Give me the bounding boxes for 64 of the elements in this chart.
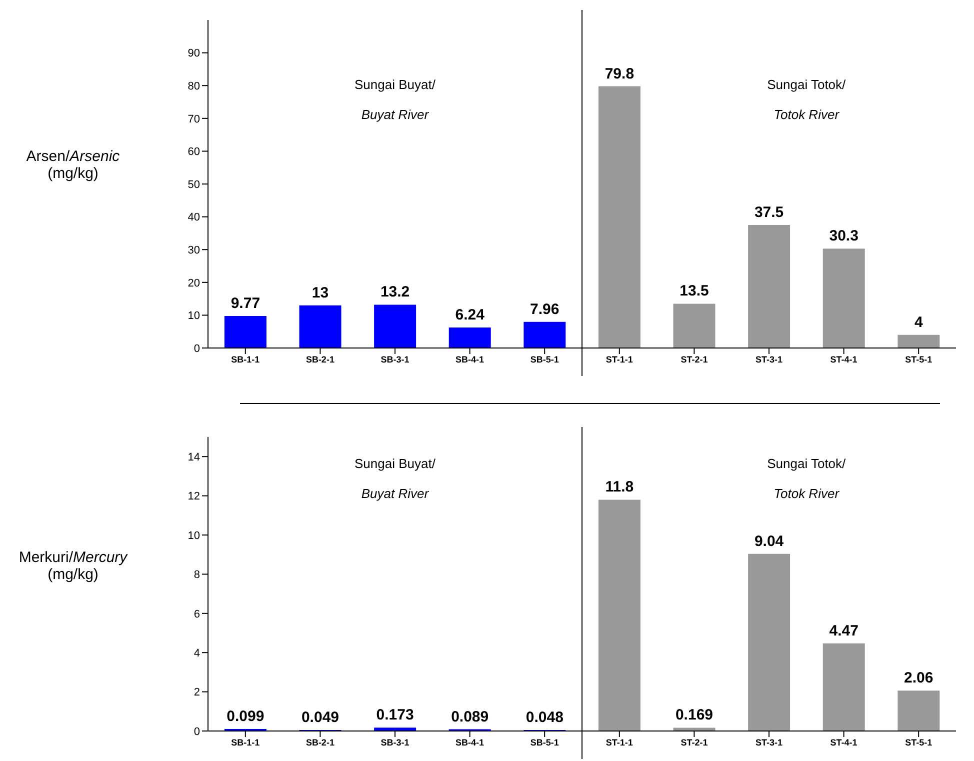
data-label: 30.3 bbox=[829, 228, 858, 245]
data-label: 0.048 bbox=[526, 709, 564, 726]
y-tick-label: 4 bbox=[194, 648, 200, 660]
y-tick-label: 10 bbox=[188, 530, 200, 542]
x-tick-label: ST-3-1 bbox=[755, 737, 783, 748]
annotation: Sungai Buyat/ Buyat River bbox=[354, 455, 436, 503]
x-tick-label: SB-1-1 bbox=[231, 737, 260, 748]
data-label: 0.169 bbox=[675, 706, 714, 724]
data-label: 4.47 bbox=[829, 622, 858, 640]
data-label: 6.24 bbox=[455, 306, 486, 324]
data-label: 0.099 bbox=[226, 708, 264, 726]
annotation: Sungai Totok/ Totok River bbox=[766, 455, 847, 503]
x-tick-label: ST-3-1 bbox=[755, 354, 783, 364]
data-label: 2.06 bbox=[904, 670, 934, 687]
y-axis-title: Arsen/Arsenic (mg/kg) bbox=[25, 148, 121, 182]
data-label: 7.96 bbox=[530, 300, 560, 318]
y-tick-label: 60 bbox=[188, 146, 200, 158]
x-tick-label: SB-3-1 bbox=[380, 737, 410, 748]
data-label: 0.173 bbox=[376, 706, 414, 724]
x-tick-label: SB-4-1 bbox=[456, 737, 484, 748]
x-tick-label: ST-4-1 bbox=[830, 737, 858, 748]
data-label: 11.8 bbox=[605, 478, 634, 496]
y-tick-label: 90 bbox=[188, 48, 200, 60]
x-tick-label: SB-2-1 bbox=[306, 354, 334, 364]
data-label: 0.089 bbox=[451, 708, 489, 726]
y-tick-label: 40 bbox=[188, 212, 200, 224]
data-label: 13 bbox=[312, 284, 329, 302]
x-tick-label: ST-4-1 bbox=[830, 354, 858, 364]
y-tick-label: 30 bbox=[188, 244, 200, 257]
data-label: 79.8 bbox=[604, 65, 634, 82]
y-tick-label: 12 bbox=[188, 490, 200, 503]
x-tick-label: ST-5-1 bbox=[905, 737, 932, 748]
y-tick-label: 70 bbox=[188, 113, 200, 126]
data-label: 0.049 bbox=[301, 709, 340, 726]
x-tick-label: ST-2-1 bbox=[680, 354, 708, 364]
y-tick-label: 14 bbox=[188, 452, 200, 464]
y-axis-title: Merkuri/Mercury (mg/kg) bbox=[18, 549, 129, 584]
x-tick-label: ST-5-1 bbox=[905, 354, 932, 364]
y-tick-label: 10 bbox=[188, 310, 200, 322]
x-tick-label: ST-1-1 bbox=[606, 737, 633, 748]
y-tick-label: 80 bbox=[188, 80, 200, 93]
y-tick-label: 0 bbox=[194, 342, 200, 355]
y-tick-label: 2 bbox=[194, 686, 200, 699]
x-tick-label: SB-2-1 bbox=[306, 737, 334, 748]
data-label: 4 bbox=[914, 314, 924, 331]
annotation: Sungai Buyat/ Buyat River bbox=[354, 76, 436, 124]
data-label: 37.5 bbox=[754, 204, 784, 221]
data-label: 13.5 bbox=[680, 282, 709, 300]
y-tick-label: 6 bbox=[194, 608, 200, 620]
y-tick-label: 20 bbox=[188, 277, 200, 290]
x-tick-label: SB-5-1 bbox=[530, 737, 559, 748]
y-tick-label: 50 bbox=[188, 178, 200, 191]
y-tick-label: 0 bbox=[194, 726, 200, 738]
y-tick-label: 8 bbox=[194, 569, 200, 582]
x-tick-label: SB-5-1 bbox=[530, 354, 559, 364]
x-tick-label: ST-1-1 bbox=[606, 354, 633, 364]
data-label: 9.04 bbox=[754, 532, 784, 550]
annotation: Sungai Totok/ Totok River bbox=[766, 76, 847, 124]
x-tick-label: ST-2-1 bbox=[680, 737, 708, 748]
x-tick-label: SB-1-1 bbox=[231, 354, 260, 364]
x-tick-label: SB-3-1 bbox=[380, 354, 410, 364]
x-tick-label: SB-4-1 bbox=[456, 354, 484, 364]
data-label: 9.77 bbox=[230, 294, 260, 312]
data-label: 13.2 bbox=[380, 284, 410, 301]
